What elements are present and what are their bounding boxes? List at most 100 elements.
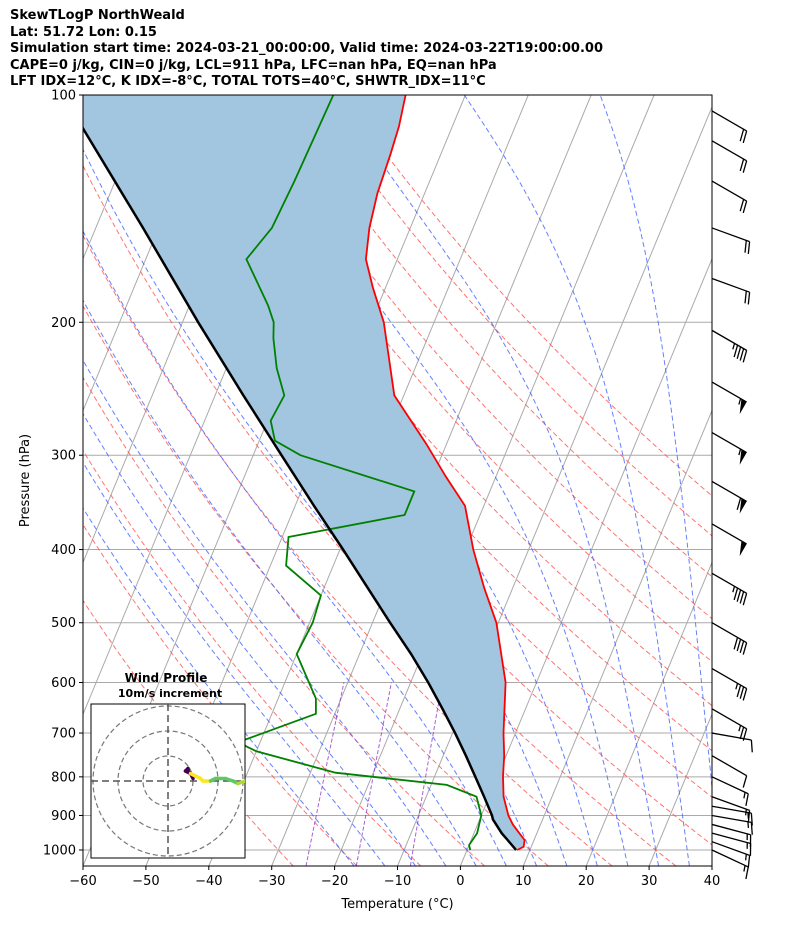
barb-full [742, 350, 748, 363]
wind-barb [711, 667, 748, 701]
barb-staff [711, 732, 752, 741]
y-axis-label: Pressure (hPa) [18, 434, 33, 527]
barb-full [739, 726, 745, 740]
hodograph: Wind Profile 10m/s increment [90, 671, 301, 859]
hodograph-title: Wind Profile [125, 671, 208, 685]
barb-staff [711, 329, 747, 351]
hodograph-segment [266, 736, 271, 739]
wind-barb [711, 381, 747, 415]
dry-adiabat [83, 523, 358, 866]
barb-staff [711, 814, 752, 824]
y-tick-label: 1000 [43, 844, 76, 859]
wind-barb [711, 776, 749, 807]
moist-adiabat [463, 95, 690, 866]
wind-barb [711, 622, 748, 655]
x-tick-label: 30 [641, 874, 658, 889]
barb-full [747, 292, 751, 305]
barb-full [750, 739, 753, 753]
barb-half [738, 398, 742, 405]
barb-half [743, 865, 746, 872]
wind-barb [711, 180, 748, 214]
x-tick-label: −30 [258, 874, 285, 889]
mixing-ratio-line [305, 682, 345, 866]
barb-half [738, 448, 742, 456]
wind-barb [711, 572, 748, 606]
time-text: Simulation start time: 2024-03-21_00:00:… [10, 41, 603, 57]
dry-adiabat [211, 95, 712, 663]
barb-full [747, 855, 751, 868]
barb-half [732, 586, 736, 593]
x-tick-label: 0 [456, 874, 464, 889]
barb-full [736, 346, 742, 359]
barb-full [742, 130, 748, 144]
wind-barb [711, 755, 748, 788]
barb-staff [711, 432, 747, 454]
barb-full [745, 866, 749, 880]
dry-adiabat [83, 234, 613, 866]
x-tick-label: −50 [132, 874, 159, 889]
axes: −60 −50 −40 −30 −20 −10 0 10 20 30 40 100 200 300 400 5… [18, 89, 720, 913]
barb-staff [711, 523, 747, 545]
x-tick-label: 40 [704, 874, 721, 889]
dry-adiabat [83, 376, 485, 866]
dry-adiabat [342, 95, 712, 497]
barb-half [745, 854, 747, 861]
isotherm [83, 95, 89, 109]
wind-barb [711, 796, 751, 823]
y-tick-label: 100 [51, 89, 76, 104]
wind-barb [711, 814, 753, 835]
barb-full [739, 158, 745, 172]
barb-staff [711, 667, 747, 690]
parcel-shading [83, 95, 525, 850]
barb-staff [711, 776, 749, 795]
x-tick-label: 20 [578, 874, 595, 889]
barb-full [736, 684, 742, 698]
chart-title: SkewTLogP NorthWeald [10, 8, 185, 23]
x-tick-label: −40 [195, 874, 222, 889]
isotherm [83, 95, 152, 261]
barb-staff [711, 480, 747, 503]
barb-full [733, 587, 739, 601]
barb-staff [711, 832, 751, 845]
hodograph-segment [293, 746, 301, 749]
moist-adiabat [83, 148, 538, 866]
isotherm [711, 864, 712, 866]
barb-staff [711, 381, 747, 403]
barb-half [745, 809, 747, 816]
y-tick-label: 400 [51, 543, 76, 558]
x-tick-label: −10 [384, 874, 411, 889]
y-tick-label: 800 [51, 770, 76, 785]
barb-staff [711, 823, 751, 836]
barb-staff [711, 277, 750, 293]
parcel-line [83, 126, 518, 851]
barb-flag [739, 540, 747, 557]
barb-staff [711, 849, 749, 868]
barb-staff [711, 110, 747, 132]
y-tick-label: 200 [51, 316, 76, 331]
moist-adiabat [83, 412, 416, 866]
wind-barb [711, 823, 752, 848]
wind-barb [711, 841, 751, 868]
wind-barbs [711, 110, 753, 880]
barb-full [739, 591, 745, 604]
barb-full [736, 639, 742, 652]
barb-staff [711, 755, 747, 777]
barb-full [742, 200, 748, 214]
x-tick-label: −20 [321, 874, 348, 889]
moist-adiabat [83, 359, 447, 866]
barb-staff [711, 708, 747, 730]
moist-adiabat [334, 95, 660, 866]
barb-full [742, 688, 748, 701]
moist-adiabat [83, 230, 507, 866]
cape-text: CAPE=0 j/kg, CIN=0 j/kg, LCL=911 hPa, LF… [10, 57, 497, 73]
barb-full [742, 775, 748, 788]
location-text: Lat: 51.72 Lon: 0.15 [10, 24, 157, 40]
wind-barb [711, 849, 749, 880]
dewpoint-line [235, 95, 483, 851]
mixing-ratio-line [355, 682, 392, 866]
y-tick-label: 700 [51, 727, 76, 742]
hodograph-inner [91, 704, 301, 858]
wind-barb [711, 329, 748, 363]
barb-half [732, 343, 736, 350]
